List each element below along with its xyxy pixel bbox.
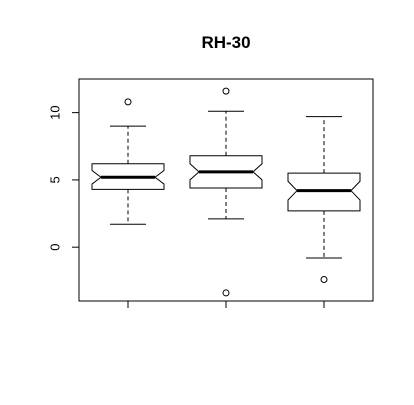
box-group-1 xyxy=(91,98,165,225)
outlier-point xyxy=(222,289,230,297)
outlier-point xyxy=(320,275,328,283)
box-group-2 xyxy=(189,87,263,297)
chart-title: RH-30 xyxy=(201,33,250,52)
box-group-3 xyxy=(287,116,361,283)
y-axis: 0 5 10 xyxy=(47,105,79,251)
y-tick-label: 5 xyxy=(47,176,62,183)
outlier-point xyxy=(222,87,230,95)
y-tick-label: 10 xyxy=(47,105,62,119)
outlier-point xyxy=(124,98,132,106)
x-axis xyxy=(127,301,325,308)
y-tick-label: 0 xyxy=(47,244,62,251)
boxes xyxy=(91,87,361,297)
